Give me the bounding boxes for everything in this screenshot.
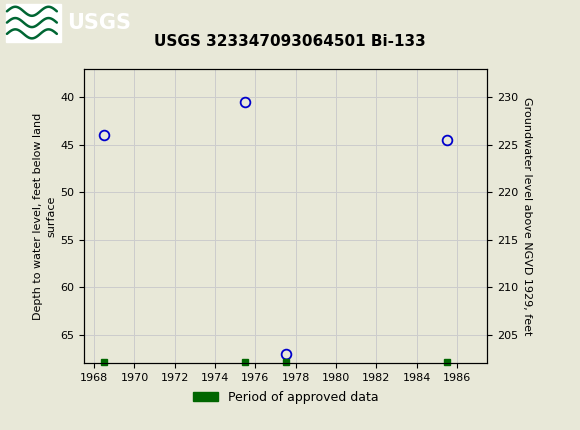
- Legend: Period of approved data: Period of approved data: [188, 386, 383, 408]
- Y-axis label: Depth to water level, feet below land
surface: Depth to water level, feet below land su…: [33, 113, 56, 319]
- Text: USGS 323347093064501 Bi-133: USGS 323347093064501 Bi-133: [154, 34, 426, 49]
- FancyBboxPatch shape: [6, 3, 61, 42]
- Text: USGS: USGS: [67, 12, 130, 33]
- Y-axis label: Groundwater level above NGVD 1929, feet: Groundwater level above NGVD 1929, feet: [523, 97, 532, 335]
